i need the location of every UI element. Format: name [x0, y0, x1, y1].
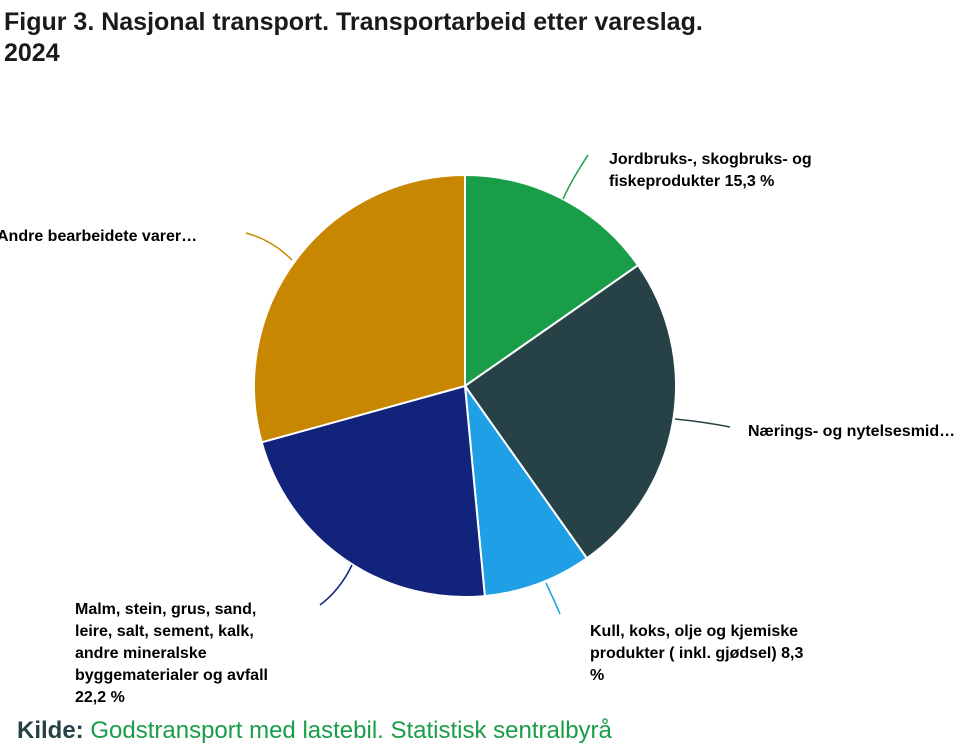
chart-title: Figur 3. Nasjonal transport. Transportar… [4, 8, 703, 67]
leader-line-food [674, 418, 731, 428]
pie-slice-ore [260, 385, 486, 598]
leader-line-agri [562, 154, 589, 200]
source-key: Kilde: [17, 717, 84, 744]
slice-label-coal: Kull, koks, olje og kjemiske produkter (… [590, 623, 804, 684]
leader-line-other [245, 232, 293, 261]
pie-slices [253, 174, 677, 598]
slice-label-ore: Malm, stein, grus, sand, leire, salt, se… [75, 601, 268, 706]
source-note: Kilde: Godstransport med lastebil. Stati… [17, 716, 612, 746]
pie-slice-coal [464, 385, 588, 598]
leader-lines [245, 154, 731, 615]
pie-slice-other [253, 174, 466, 444]
pie-slice-food [464, 264, 677, 560]
leader-line-coal [545, 582, 561, 615]
slice-label-agri: Jordbruks-, skogbruks- og fiskeprodukter… [609, 151, 812, 190]
source-text: Godstransport med lastebil. Statistisk s… [90, 717, 612, 744]
slice-label-other: Andre bearbeidete varer… [0, 228, 198, 245]
pie-slice-agri [464, 174, 640, 387]
leader-line-ore [319, 564, 353, 606]
slice-label-food: Nærings- og nytelsesmid… [748, 423, 956, 440]
